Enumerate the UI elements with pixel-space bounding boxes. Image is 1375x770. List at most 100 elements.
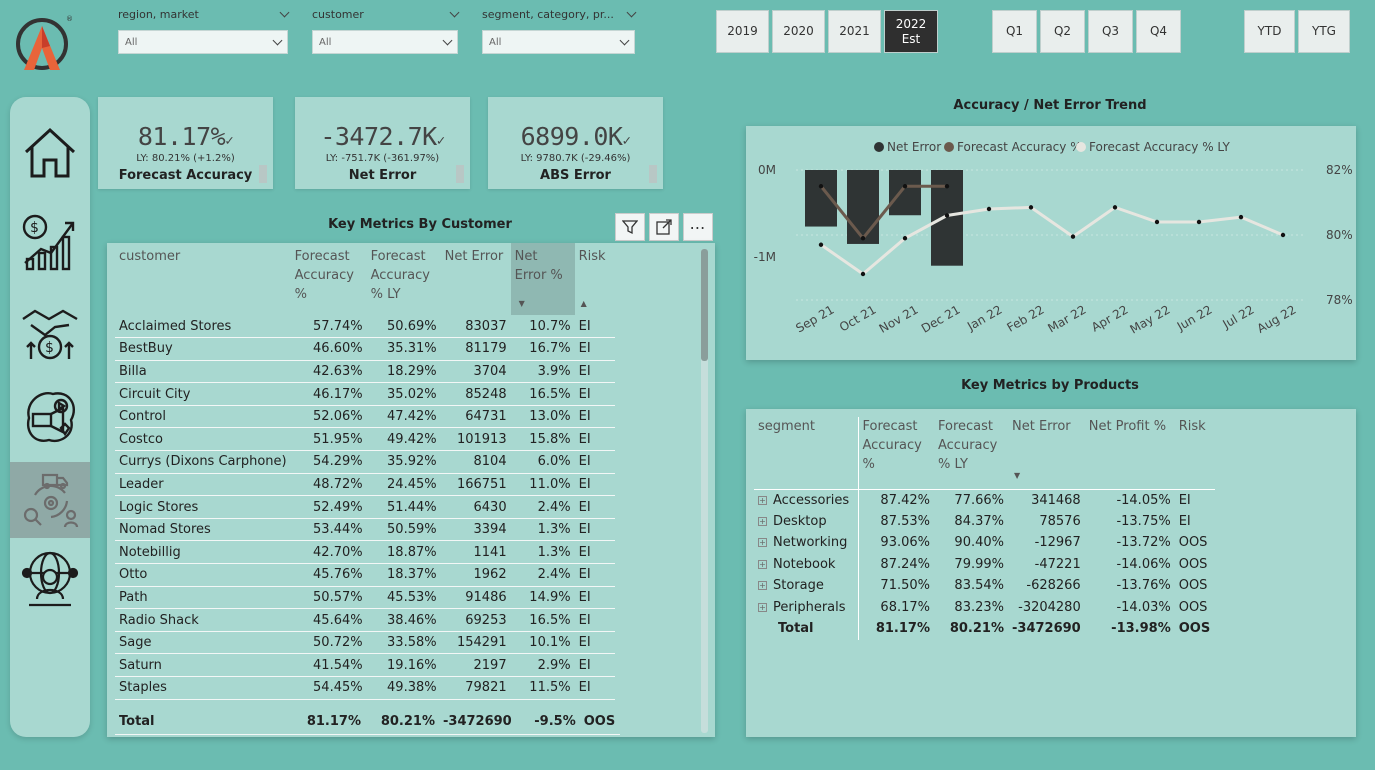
- kpi-scrollbar[interactable]: [649, 165, 657, 183]
- table-row[interactable]: BestBuy 46.60% 35.31% 81179 16.7% EI: [115, 337, 615, 361]
- table-row[interactable]: + Accessories 87.42% 77.66% 341468 -14.05% EI: [754, 489, 1215, 511]
- col-forecast-accuracy-ly[interactable]: Forecast Accuracy % LY: [370, 249, 430, 302]
- nav-sales[interactable]: $: [10, 294, 90, 370]
- nav-marketing[interactable]: [10, 379, 90, 455]
- region-market-dropdown[interactable]: All: [118, 30, 288, 54]
- scrollbar-thumb[interactable]: [701, 249, 708, 361]
- nav-finance[interactable]: $: [10, 204, 90, 280]
- segment-label: Peripherals: [773, 599, 846, 615]
- expand-icon[interactable]: +: [758, 495, 767, 505]
- table-row[interactable]: Radio Shack 45.64% 38.46% 69253 16.5% EI: [115, 608, 615, 632]
- table-row[interactable]: Control 52.06% 47.42% 64731 13.0% EI: [115, 405, 615, 429]
- table-row[interactable]: Otto 45.76% 18.37% 1962 2.4% EI: [115, 563, 615, 587]
- table-row[interactable]: Currys (Dixons Carphone) 54.29% 35.92% 8104…: [115, 450, 615, 474]
- filter-icon[interactable]: [615, 213, 645, 241]
- customer-table-panel: customer Forecast Accuracy % Forecast Ac…: [107, 243, 715, 737]
- col-forecast-accuracy-ly[interactable]: Forecast Accuracy % LY: [938, 419, 998, 472]
- table-cell: Sage: [115, 631, 291, 655]
- col-net-error[interactable]: Net Error ▼: [1008, 417, 1085, 489]
- col-risk[interactable]: Risk ▲: [575, 243, 615, 315]
- table-row[interactable]: + Desktop 87.53% 84.37% 78576 -13.75% EI: [754, 510, 1215, 532]
- nav-home[interactable]: [10, 114, 90, 190]
- chevron-down-icon: [619, 35, 630, 45]
- col-forecast-accuracy[interactable]: Forecast Accuracy %: [294, 249, 354, 302]
- table-cell: 54.29%: [290, 450, 367, 474]
- col-customer[interactable]: customer: [119, 249, 181, 264]
- region-market-filter[interactable]: region, market All: [118, 6, 290, 54]
- table-row[interactable]: Acclaimed Stores 57.74% 50.69% 83037 10.7% EI: [115, 315, 615, 339]
- table-row[interactable]: + Notebook 87.24% 79.99% -47221 -14.06% OOS: [754, 553, 1215, 575]
- ytg-button[interactable]: YTG: [1298, 10, 1350, 53]
- table-cell: EI: [1178, 513, 1191, 529]
- table-row[interactable]: Costco 51.95% 49.42% 101913 15.8% EI: [115, 427, 615, 452]
- table-cell: 50.69%: [366, 315, 441, 339]
- y-left-tick: 0M: [758, 163, 776, 177]
- col-net-error-pct[interactable]: Net Error % ▼: [510, 243, 575, 315]
- table-row[interactable]: Notebillig 42.70% 18.87% 1141 1.3% EI: [115, 540, 615, 565]
- kpi-scrollbar[interactable]: [456, 165, 464, 183]
- year-2021-button[interactable]: 2021: [828, 10, 881, 53]
- total-row[interactable]: Total 81.17% 80.21% -3472690 -13.98% OOS: [754, 618, 1215, 640]
- col-segment[interactable]: segment: [754, 417, 859, 489]
- year-2022-button[interactable]: 2022 Est: [884, 10, 938, 53]
- table-cell: EI: [574, 586, 615, 610]
- table-cell: Total: [754, 618, 859, 640]
- table-cell: 6430: [440, 495, 511, 519]
- table-row[interactable]: + Storage 71.50% 83.54% -628266 -13.76% OOS: [754, 575, 1215, 597]
- kpi-forecast-accuracy: 81.17%✓ LY: 80.21% (+1.2%) Forecast Accu…: [98, 97, 273, 189]
- table-row[interactable]: Nomad Stores 53.44% 50.59% 3394 1.3% EI: [115, 518, 615, 542]
- sort-asc-icon: ▲: [580, 299, 587, 308]
- accuracy-ly-line: [820, 205, 1284, 276]
- segment-dropdown[interactable]: All: [482, 30, 635, 54]
- focus-mode-icon[interactable]: [649, 213, 679, 241]
- filter-label: region, market: [118, 7, 199, 21]
- table-row[interactable]: Circuit City 46.17% 35.02% 85248 16.5% EI: [115, 382, 615, 406]
- vertical-scrollbar[interactable]: [701, 249, 708, 733]
- table-row[interactable]: Billa 42.63% 18.29% 3704 3.9% EI: [115, 360, 615, 384]
- year-2020-button[interactable]: 2020: [772, 10, 825, 53]
- table-cell: EI: [574, 540, 615, 565]
- more-options-icon[interactable]: ⋯: [683, 213, 713, 241]
- table-cell: 154291: [440, 631, 511, 655]
- col-net-error[interactable]: Net Error: [444, 249, 504, 264]
- kpi-scrollbar[interactable]: [259, 165, 267, 183]
- table-cell: EI: [1178, 492, 1191, 508]
- table-row[interactable]: Sage 50.72% 33.58% 154291 10.1% EI: [115, 631, 615, 655]
- q2-button[interactable]: Q2: [1040, 10, 1085, 53]
- table-cell: 87.53%: [880, 513, 930, 529]
- expand-icon[interactable]: +: [758, 559, 767, 569]
- table-cell: -3472690: [1012, 621, 1081, 637]
- legend-label: Forecast Accuracy % LY: [1089, 140, 1231, 154]
- segment-label: Desktop: [773, 513, 827, 529]
- customer-filter[interactable]: customer All: [312, 6, 460, 54]
- expand-icon[interactable]: +: [758, 602, 767, 612]
- nav-executive[interactable]: [10, 540, 90, 616]
- table-row[interactable]: Leader 48.72% 24.45% 166751 11.0% EI: [115, 473, 615, 497]
- segment-filter[interactable]: segment, category, pr... All: [482, 6, 637, 54]
- q4-button[interactable]: Q4: [1136, 10, 1181, 53]
- col-net-profit[interactable]: Net Profit %: [1088, 419, 1167, 434]
- expand-icon[interactable]: +: [758, 516, 767, 526]
- customer-dropdown[interactable]: All: [312, 30, 458, 54]
- expand-icon[interactable]: +: [758, 538, 767, 548]
- col-risk[interactable]: Risk: [1178, 419, 1206, 434]
- kpi-ly: LY: -751.7K (-361.97%): [325, 153, 440, 164]
- q1-button[interactable]: Q1: [992, 10, 1037, 53]
- col-forecast-accuracy[interactable]: Forecast Accuracy %: [862, 419, 922, 472]
- table-cell: 46.60%: [290, 337, 367, 361]
- table-row[interactable]: Path 50.57% 45.53% 91486 14.9% EI: [115, 586, 615, 610]
- nav-supply-chain[interactable]: [10, 462, 90, 538]
- table-cell: 3394: [440, 518, 511, 542]
- table-cell: + Peripherals: [754, 596, 859, 618]
- table-cell: 38.46%: [366, 608, 441, 632]
- table-row[interactable]: + Networking 93.06% 90.40% -12967 -13.72% OOS: [754, 532, 1215, 554]
- year-2019-button[interactable]: 2019: [716, 10, 769, 53]
- table-cell: Radio Shack: [115, 608, 291, 632]
- q3-button[interactable]: Q3: [1088, 10, 1133, 53]
- table-row[interactable]: Saturn 41.54% 19.16% 2197 2.9% EI: [115, 653, 615, 677]
- ytd-button[interactable]: YTD: [1244, 10, 1295, 53]
- table-row[interactable]: Logic Stores 52.49% 51.44% 6430 2.4% EI: [115, 495, 615, 519]
- table-row[interactable]: Staples 54.45% 49.38% 79821 11.5% EI: [115, 676, 615, 700]
- table-row[interactable]: + Peripherals 68.17% 83.23% -3204280 -14.03% O…: [754, 596, 1215, 618]
- expand-icon[interactable]: +: [758, 581, 767, 591]
